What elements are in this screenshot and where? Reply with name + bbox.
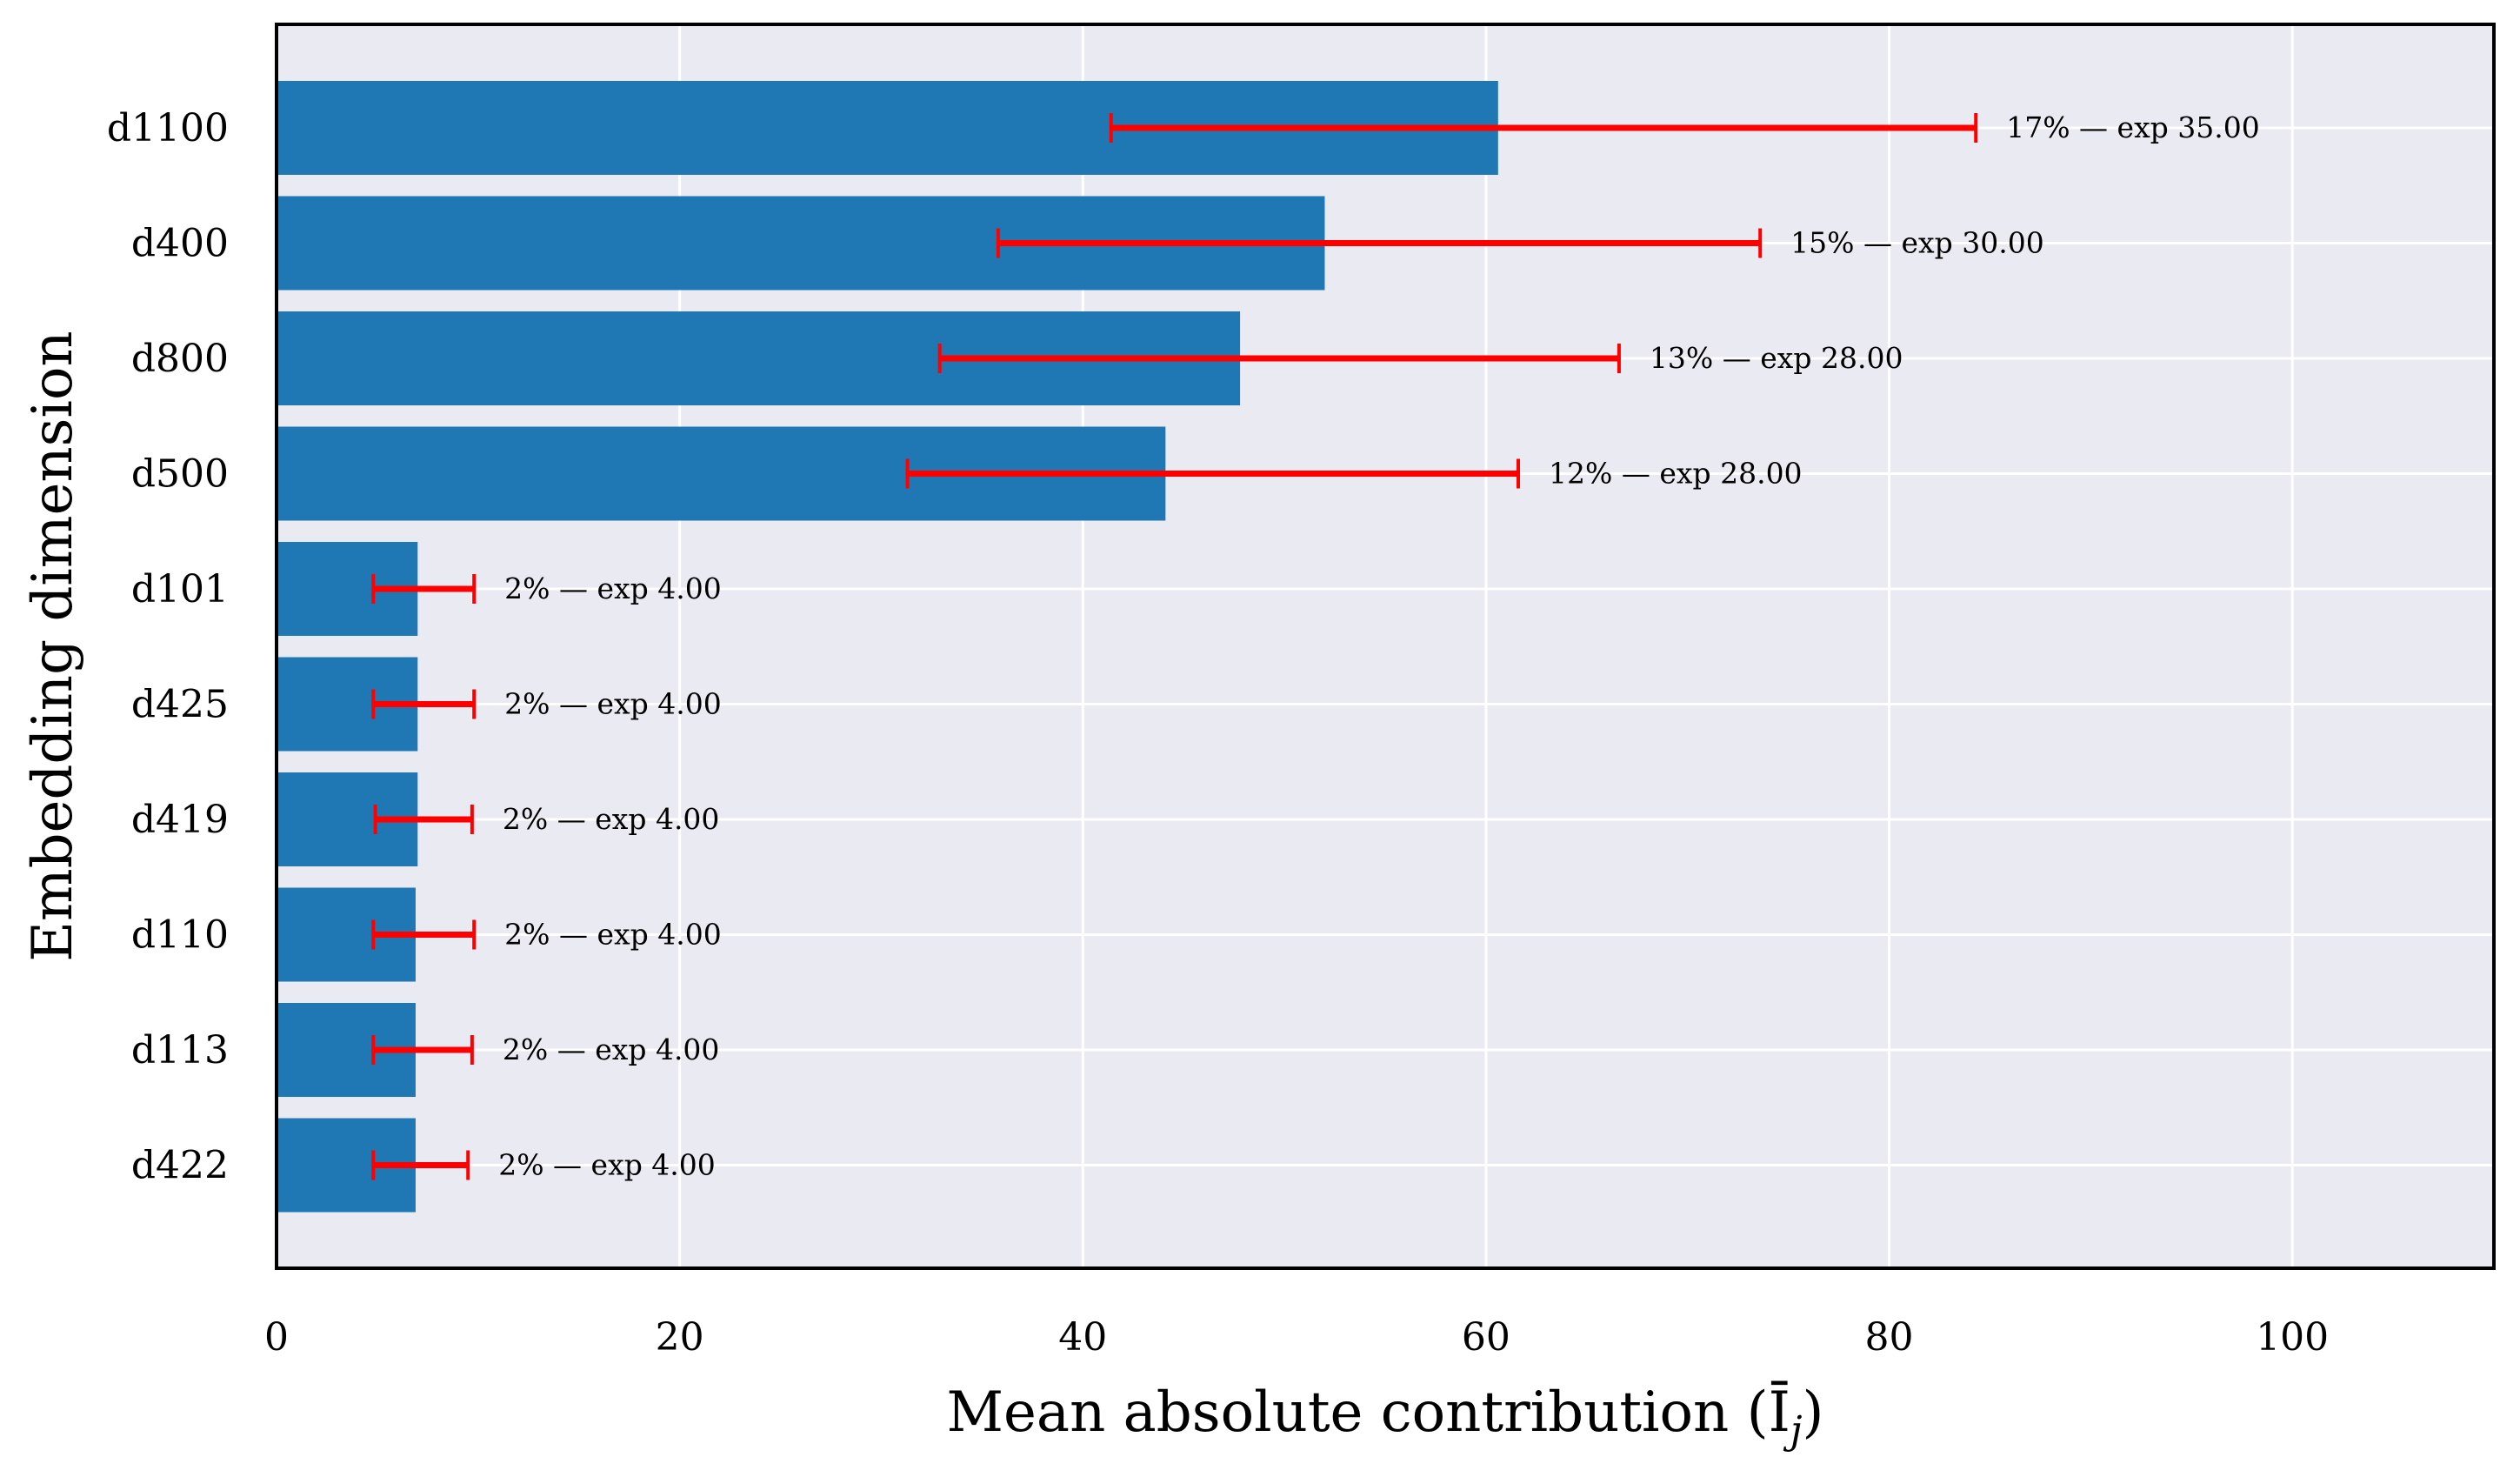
y-axis-title: Embedding dimension xyxy=(21,331,85,961)
x-axis-title: Mean absolute contribution (Īj) xyxy=(947,1380,1824,1453)
error-bar-d800 xyxy=(937,344,1621,373)
x-tick-label: 60 xyxy=(1462,1315,1510,1360)
x-tick-label: 0 xyxy=(264,1315,289,1360)
bar-annotation-d110: 2% — exp 4.00 xyxy=(504,918,722,952)
bar-annotations: 17% — exp 35.00 15% — exp 30.00 13% — exp … xyxy=(498,110,2260,1182)
bar-annotation-d500: 12% — exp 28.00 xyxy=(1549,457,1803,491)
y-tick-label-d800: d800 xyxy=(131,337,229,381)
bar-annotation-d422: 2% — exp 4.00 xyxy=(498,1148,716,1182)
bar-annotation-d425: 2% — exp 4.00 xyxy=(504,687,722,721)
error-bar-d1100 xyxy=(1109,113,1978,143)
error-bar-d422 xyxy=(371,1150,470,1180)
x-tick-label: 40 xyxy=(1058,1315,1107,1360)
bar-annotation-d800: 13% — exp 28.00 xyxy=(1650,341,1903,375)
bar-annotation-d113: 2% — exp 4.00 xyxy=(503,1033,720,1066)
y-tick-label-d400: d400 xyxy=(131,222,229,266)
y-tick-label-d113: d113 xyxy=(131,1028,229,1073)
y-tick-label-d425: d425 xyxy=(131,683,229,727)
bar-annotation-d1100: 17% — exp 35.00 xyxy=(2006,110,2260,144)
bar-annotation-d419: 2% — exp 4.00 xyxy=(503,802,720,836)
error-bar-d425 xyxy=(371,689,477,719)
x-tick-label: 80 xyxy=(1865,1315,1914,1360)
error-bar-d400 xyxy=(996,228,1763,258)
plot-frame xyxy=(275,23,2496,1270)
x-tick-label: 20 xyxy=(656,1315,704,1360)
x-tick-label: 100 xyxy=(2256,1315,2329,1360)
error-bar-d113 xyxy=(371,1035,474,1065)
bars xyxy=(277,81,1498,1213)
y-tick-label-d422: d422 xyxy=(131,1144,229,1188)
y-tick-label-d500: d500 xyxy=(131,452,229,497)
x-axis-title-close: ) xyxy=(1803,1380,1824,1445)
y-tick-label-d419: d419 xyxy=(131,798,229,842)
error-bar-d110 xyxy=(371,919,477,950)
bar-annotation-d400: 15% — exp 30.00 xyxy=(1790,226,2044,260)
x-tick-labels: 0 20 40 60 80 100 xyxy=(264,1315,2329,1360)
error-bar-d101 xyxy=(371,574,477,604)
x-axis-title-main: Mean absolute contribution (Ī xyxy=(947,1380,1790,1445)
y-tick-label-d110: d110 xyxy=(131,913,229,958)
error-bar-d419 xyxy=(373,805,474,834)
y-tick-labels: d1100 d400 d800 d500 d101 d425 d419 d110 d113 d42… xyxy=(107,106,229,1188)
y-tick-label-d1100: d1100 xyxy=(107,106,229,150)
bar-annotation-d101: 2% — exp 4.00 xyxy=(504,571,722,605)
error-bars xyxy=(371,113,1978,1180)
y-tick-label-d101: d101 xyxy=(131,567,229,612)
error-bar-d500 xyxy=(905,458,1520,489)
